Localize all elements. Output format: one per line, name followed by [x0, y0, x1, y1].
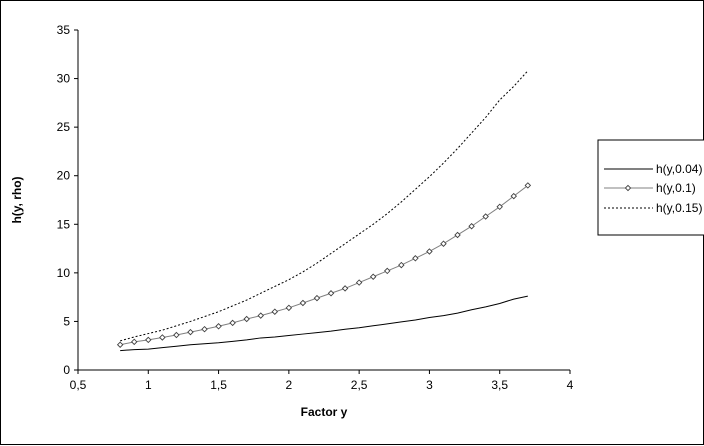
data-point	[384, 267, 391, 275]
series-h(y,0.15)	[120, 70, 529, 342]
x-tick-label: 2	[286, 378, 293, 392]
series-line	[120, 295, 528, 352]
y-tick-label: 10	[57, 266, 71, 280]
data-point	[327, 290, 335, 297]
data-point	[468, 222, 475, 230]
series-line	[120, 70, 529, 342]
legend: h(y,0.04) h(y,0.1) h(y,0.15)	[597, 139, 704, 236]
x-tick-label: 3,5	[491, 378, 508, 392]
x-tick-label: 0,5	[70, 378, 87, 392]
y-tick-label: 15	[57, 217, 71, 231]
x-tick-label: 2,5	[351, 378, 368, 392]
series-layer	[116, 70, 532, 352]
data-point	[299, 299, 307, 307]
y-tick-label: 20	[57, 169, 71, 183]
data-point	[215, 323, 222, 330]
data-point	[426, 248, 433, 255]
legend-label: h(y,0.1)	[656, 181, 696, 195]
y-tick-label: 35	[57, 23, 71, 37]
y-tick-label: 5	[63, 314, 70, 328]
data-point	[145, 336, 152, 344]
data-point	[130, 338, 138, 346]
y-axis-title: h(y, rho)	[10, 176, 24, 223]
data-point	[412, 255, 419, 262]
data-point	[510, 192, 518, 200]
x-tick-label: 3	[426, 378, 433, 392]
x-tick-label: 4	[567, 378, 574, 392]
data-point	[285, 304, 293, 312]
x-axis-title: Factor y	[301, 405, 348, 419]
series-h(y,0.04)	[120, 295, 528, 352]
data-point	[454, 231, 461, 239]
x-tick-label: 1	[145, 378, 152, 392]
y-tick-label: 30	[57, 72, 71, 86]
x-tick-label: 1,5	[210, 378, 227, 392]
data-point	[257, 312, 264, 319]
data-point	[173, 331, 180, 339]
data-point	[243, 315, 250, 323]
legend-label: h(y,0.15)	[656, 201, 702, 215]
data-point	[341, 285, 349, 292]
data-point	[116, 341, 124, 348]
data-point	[159, 334, 166, 341]
series-h(y,0.1)	[116, 182, 532, 348]
axes: 0,5 1 1,5 2 2,5 3 3,5 4 0 5 10 15 20 25 30 35	[57, 23, 574, 392]
series-line	[120, 185, 529, 346]
data-point	[440, 240, 447, 247]
data-point	[229, 319, 236, 327]
data-point	[369, 273, 377, 280]
y-tick-label: 0	[63, 363, 70, 377]
data-point	[313, 294, 321, 302]
data-point	[271, 308, 279, 315]
data-point	[355, 279, 363, 286]
y-tick-label: 25	[57, 120, 71, 134]
data-point	[524, 182, 532, 189]
data-point	[201, 325, 208, 333]
data-point	[187, 328, 194, 336]
data-point	[482, 213, 489, 220]
legend-label: h(y,0.04)	[656, 162, 702, 176]
legend-marker	[624, 184, 632, 192]
data-point	[496, 203, 503, 211]
data-point	[398, 261, 405, 269]
